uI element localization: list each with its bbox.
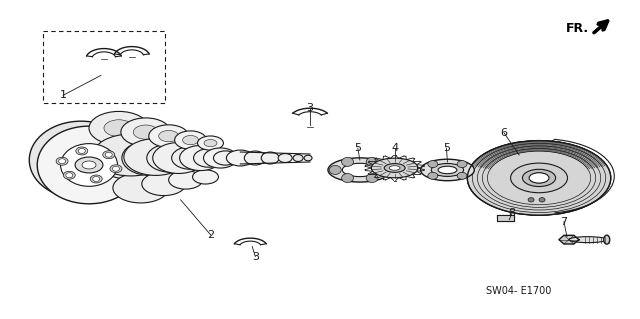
Text: FR.: FR. — [566, 22, 589, 35]
Ellipse shape — [420, 159, 474, 181]
Polygon shape — [371, 158, 418, 178]
Text: 3: 3 — [307, 103, 314, 113]
Ellipse shape — [93, 134, 169, 176]
Ellipse shape — [113, 166, 120, 171]
Ellipse shape — [530, 173, 548, 183]
Ellipse shape — [457, 160, 467, 167]
Ellipse shape — [330, 166, 341, 174]
Ellipse shape — [180, 145, 221, 171]
Ellipse shape — [113, 173, 169, 203]
Ellipse shape — [214, 151, 237, 165]
Ellipse shape — [227, 150, 254, 166]
Ellipse shape — [278, 153, 292, 162]
Ellipse shape — [193, 170, 218, 184]
Ellipse shape — [78, 148, 85, 153]
Ellipse shape — [477, 146, 601, 210]
Ellipse shape — [528, 198, 534, 202]
Ellipse shape — [457, 172, 467, 179]
Ellipse shape — [122, 140, 180, 175]
Ellipse shape — [569, 237, 607, 243]
Ellipse shape — [29, 121, 133, 199]
Ellipse shape — [342, 163, 378, 177]
Ellipse shape — [488, 151, 591, 205]
Ellipse shape — [82, 161, 96, 169]
Ellipse shape — [59, 159, 65, 164]
Polygon shape — [497, 215, 514, 221]
Ellipse shape — [66, 173, 73, 178]
Ellipse shape — [121, 118, 171, 146]
Ellipse shape — [467, 141, 611, 215]
Ellipse shape — [193, 149, 223, 167]
Ellipse shape — [483, 148, 596, 207]
Ellipse shape — [522, 169, 556, 187]
Text: 3: 3 — [252, 252, 259, 262]
Text: 4: 4 — [391, 143, 398, 153]
Ellipse shape — [175, 131, 207, 149]
Ellipse shape — [56, 157, 68, 165]
Ellipse shape — [89, 111, 148, 145]
Ellipse shape — [467, 141, 611, 215]
Text: 2: 2 — [207, 230, 214, 240]
Ellipse shape — [539, 198, 545, 202]
Ellipse shape — [148, 125, 189, 147]
Ellipse shape — [147, 144, 195, 172]
Ellipse shape — [366, 174, 378, 182]
Ellipse shape — [366, 157, 378, 167]
Text: 8: 8 — [509, 208, 516, 218]
Ellipse shape — [133, 125, 158, 139]
Text: 6: 6 — [500, 128, 508, 138]
Ellipse shape — [159, 130, 179, 142]
Ellipse shape — [428, 160, 438, 167]
Ellipse shape — [61, 144, 118, 186]
Text: 1: 1 — [60, 90, 67, 100]
Ellipse shape — [103, 151, 115, 159]
Polygon shape — [559, 235, 579, 244]
Ellipse shape — [378, 166, 390, 174]
Ellipse shape — [472, 143, 605, 212]
Ellipse shape — [75, 157, 103, 173]
Ellipse shape — [342, 174, 353, 182]
Ellipse shape — [104, 120, 134, 137]
Ellipse shape — [261, 152, 279, 164]
Ellipse shape — [342, 157, 353, 167]
Ellipse shape — [93, 137, 164, 179]
Text: SW04- E1700: SW04- E1700 — [486, 286, 552, 296]
Ellipse shape — [93, 176, 100, 182]
Ellipse shape — [389, 166, 400, 170]
Ellipse shape — [431, 164, 463, 176]
Ellipse shape — [153, 143, 205, 174]
Text: 7: 7 — [561, 217, 568, 227]
Text: 5: 5 — [443, 143, 450, 153]
Ellipse shape — [182, 136, 198, 145]
Ellipse shape — [328, 158, 392, 182]
Ellipse shape — [384, 164, 405, 172]
Ellipse shape — [37, 126, 141, 204]
Ellipse shape — [511, 163, 568, 193]
Ellipse shape — [142, 172, 186, 196]
Ellipse shape — [604, 235, 610, 244]
Ellipse shape — [63, 171, 76, 179]
Ellipse shape — [110, 165, 122, 173]
Ellipse shape — [293, 154, 303, 161]
Ellipse shape — [438, 166, 457, 174]
Ellipse shape — [428, 172, 438, 179]
Ellipse shape — [169, 171, 202, 189]
Ellipse shape — [204, 139, 217, 147]
Ellipse shape — [124, 139, 188, 175]
Ellipse shape — [76, 147, 88, 155]
Ellipse shape — [90, 175, 102, 183]
Ellipse shape — [65, 135, 153, 185]
Ellipse shape — [244, 151, 266, 165]
Ellipse shape — [172, 147, 209, 169]
Ellipse shape — [204, 148, 237, 168]
Ellipse shape — [529, 173, 549, 183]
Ellipse shape — [105, 152, 112, 157]
Ellipse shape — [304, 155, 312, 161]
Text: 5: 5 — [355, 143, 362, 153]
Ellipse shape — [198, 136, 223, 150]
